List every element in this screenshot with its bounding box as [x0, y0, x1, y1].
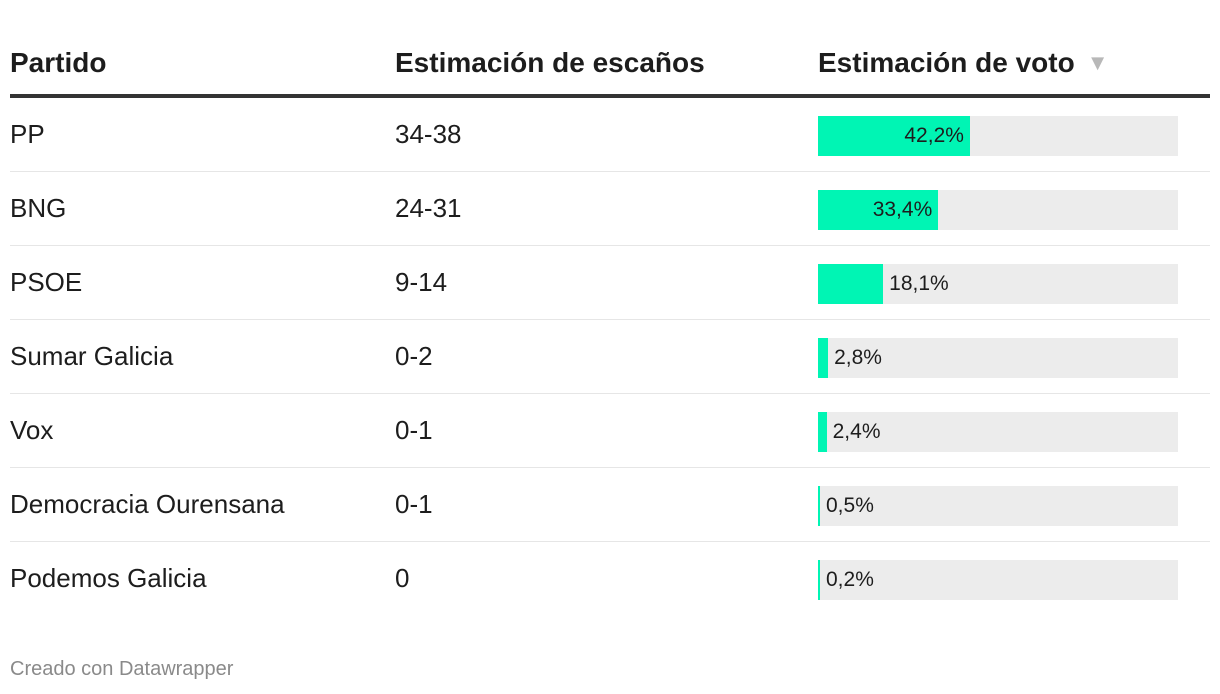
- vote-label: 33,4%: [872, 198, 933, 221]
- vote-label: 2,8%: [834, 346, 882, 369]
- vote-label: 0,5%: [826, 494, 874, 517]
- table-header: Partido Estimación de escaños Estimación…: [10, 26, 1210, 98]
- vote-label: 2,4%: [832, 420, 881, 443]
- vote-bar-track: 2,8%: [818, 338, 1178, 378]
- sort-descending-icon[interactable]: ▼: [1086, 50, 1109, 75]
- column-header-seats[interactable]: Estimación de escaños: [395, 47, 705, 78]
- seat-estimate: 9-14: [395, 267, 448, 297]
- seat-estimate: 0-1: [395, 415, 433, 445]
- results-table: Partido Estimación de escaños Estimación…: [10, 26, 1210, 616]
- party-name: PSOE: [10, 267, 83, 297]
- column-header-vote[interactable]: Estimación de voto ▼: [818, 46, 1109, 80]
- seat-estimate: 0-1: [395, 489, 433, 519]
- seat-estimate: 24-31: [395, 193, 462, 223]
- party-name: Sumar Galicia: [10, 341, 174, 371]
- credit-footer: Creado con Datawrapper: [10, 658, 234, 680]
- seat-estimate: 0-2: [395, 341, 433, 371]
- vote-bar: [818, 560, 820, 600]
- party-name: PP: [10, 119, 45, 149]
- vote-bar-track: 42,2%: [818, 116, 1178, 156]
- vote-bar: [818, 486, 820, 526]
- vote-bar-track: 0,5%: [818, 486, 1178, 526]
- vote-bar-track: 18,1%: [818, 264, 1178, 304]
- vote-bar: [818, 264, 884, 304]
- vote-label: 42,2%: [904, 124, 964, 147]
- vote-bar: [818, 412, 827, 452]
- column-header-party[interactable]: Partido: [10, 47, 107, 78]
- vote-bar-track: 33,4%: [818, 190, 1178, 230]
- seat-estimate: 34-38: [395, 119, 462, 149]
- vote-label: 0,2%: [826, 568, 874, 591]
- table-row: BNG 24-31 33,4%: [10, 172, 1210, 246]
- table-row: PSOE 9-14 18,1%: [10, 246, 1210, 320]
- party-name: Vox: [10, 415, 54, 445]
- party-name: BNG: [10, 193, 67, 223]
- seat-estimate: 0: [395, 563, 410, 593]
- table-row: Vox 0-1 2,4%: [10, 394, 1210, 468]
- vote-bar-track: 2,4%: [818, 412, 1178, 452]
- column-header-vote-label: Estimación de voto: [818, 47, 1075, 78]
- vote-bar-track: 0,2%: [818, 560, 1178, 600]
- table-row: Sumar Galicia 0-2 2,8%: [10, 320, 1210, 394]
- party-name: Democracia Ourensana: [10, 489, 285, 519]
- table-row: Podemos Galicia 0 0,2%: [10, 542, 1210, 616]
- table-row: PP 34-38 42,2%: [10, 98, 1210, 172]
- vote-bar: [818, 116, 970, 156]
- table-body: PP 34-38 42,2% BNG 24-31 33,4% PSOE 9-14 18,1% Su…: [10, 98, 1210, 616]
- vote-bar: [818, 338, 829, 378]
- vote-bar: [818, 190, 939, 230]
- vote-label: 18,1%: [889, 272, 949, 295]
- party-name: Podemos Galicia: [10, 563, 207, 593]
- table-row: Democracia Ourensana 0-1 0,5%: [10, 468, 1210, 542]
